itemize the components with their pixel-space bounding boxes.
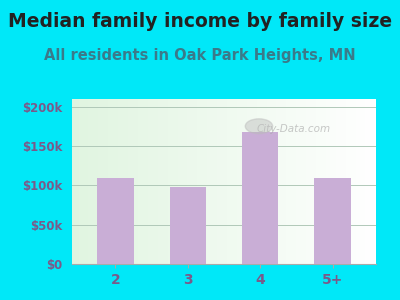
Text: City-Data.com: City-Data.com [257, 124, 331, 134]
Bar [170, 187, 206, 264]
Bar [314, 178, 351, 264]
Circle shape [245, 119, 273, 134]
Text: Median family income by family size: Median family income by family size [8, 12, 392, 31]
Bar [97, 178, 134, 264]
Bar [242, 132, 278, 264]
Text: All residents in Oak Park Heights, MN: All residents in Oak Park Heights, MN [44, 48, 356, 63]
